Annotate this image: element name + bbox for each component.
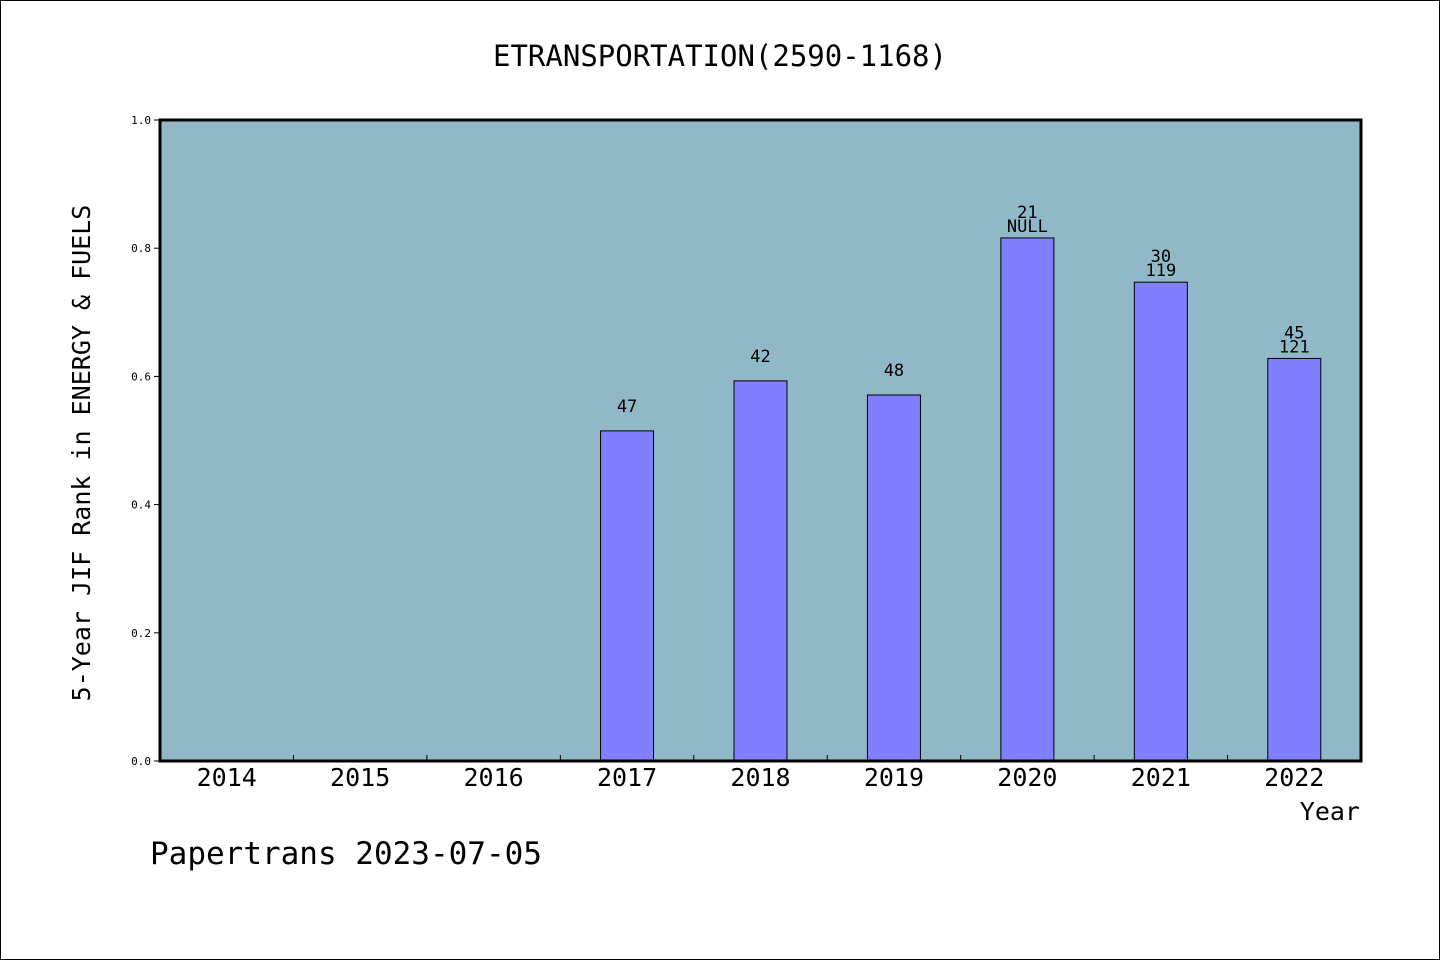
bar-value-label: 48 (884, 361, 904, 381)
footer-credit: Papertrans 2023-07-05 (150, 836, 542, 872)
x-tick-label: 2019 (864, 763, 924, 792)
x-tick-label: 2021 (1131, 763, 1191, 792)
bar (1267, 357, 1322, 762)
x-axis: 2014 2015 2016 2017 2018 2019 2020 2021 2022 (197, 755, 1324, 792)
chart-title: ETRANSPORTATION(2590-1168) (493, 39, 947, 73)
y-tick-label: 0.8 (131, 242, 151, 255)
bar-value-label: NULL (1007, 217, 1048, 237)
bar-value-label: 42 (750, 347, 770, 367)
plot-border (158, 118, 1363, 763)
bar-value-label: 30 (1151, 247, 1171, 267)
y-tick-label: 0.6 (131, 370, 151, 383)
bar (1133, 281, 1188, 762)
bar-value-label: 21 (1017, 203, 1037, 223)
bar-value-label: 45 (1284, 323, 1304, 343)
x-tick-label: 2017 (597, 763, 657, 792)
x-tick-label: 2016 (464, 763, 524, 792)
bar-value-label: 119 (1145, 261, 1176, 281)
bar-value-label: 47 (617, 397, 637, 417)
bar (600, 430, 655, 762)
x-tick-label: 2015 (330, 763, 390, 792)
x-tick-label: 2020 (997, 763, 1057, 792)
bar (733, 380, 788, 762)
y-tick-label: 0.0 (131, 755, 151, 768)
y-axis-label: 5-Year JIF Rank in ENERGY & FUELS (67, 205, 96, 702)
bar (1000, 237, 1055, 762)
x-tick-label: 2018 (730, 763, 790, 792)
y-tick-label: 1.0 (131, 114, 151, 127)
bar-value-label: 121 (1279, 337, 1310, 357)
bar (866, 394, 921, 762)
x-axis-label: Year (1300, 797, 1360, 826)
y-axis: 0.0 0.2 0.4 0.6 0.8 1.0 (131, 114, 160, 768)
y-tick-label: 0.2 (131, 627, 151, 640)
bar-group (600, 237, 1322, 762)
y-tick-label: 0.4 (131, 499, 151, 512)
x-tick-label: 2022 (1264, 763, 1324, 792)
x-tick-label: 2014 (197, 763, 257, 792)
